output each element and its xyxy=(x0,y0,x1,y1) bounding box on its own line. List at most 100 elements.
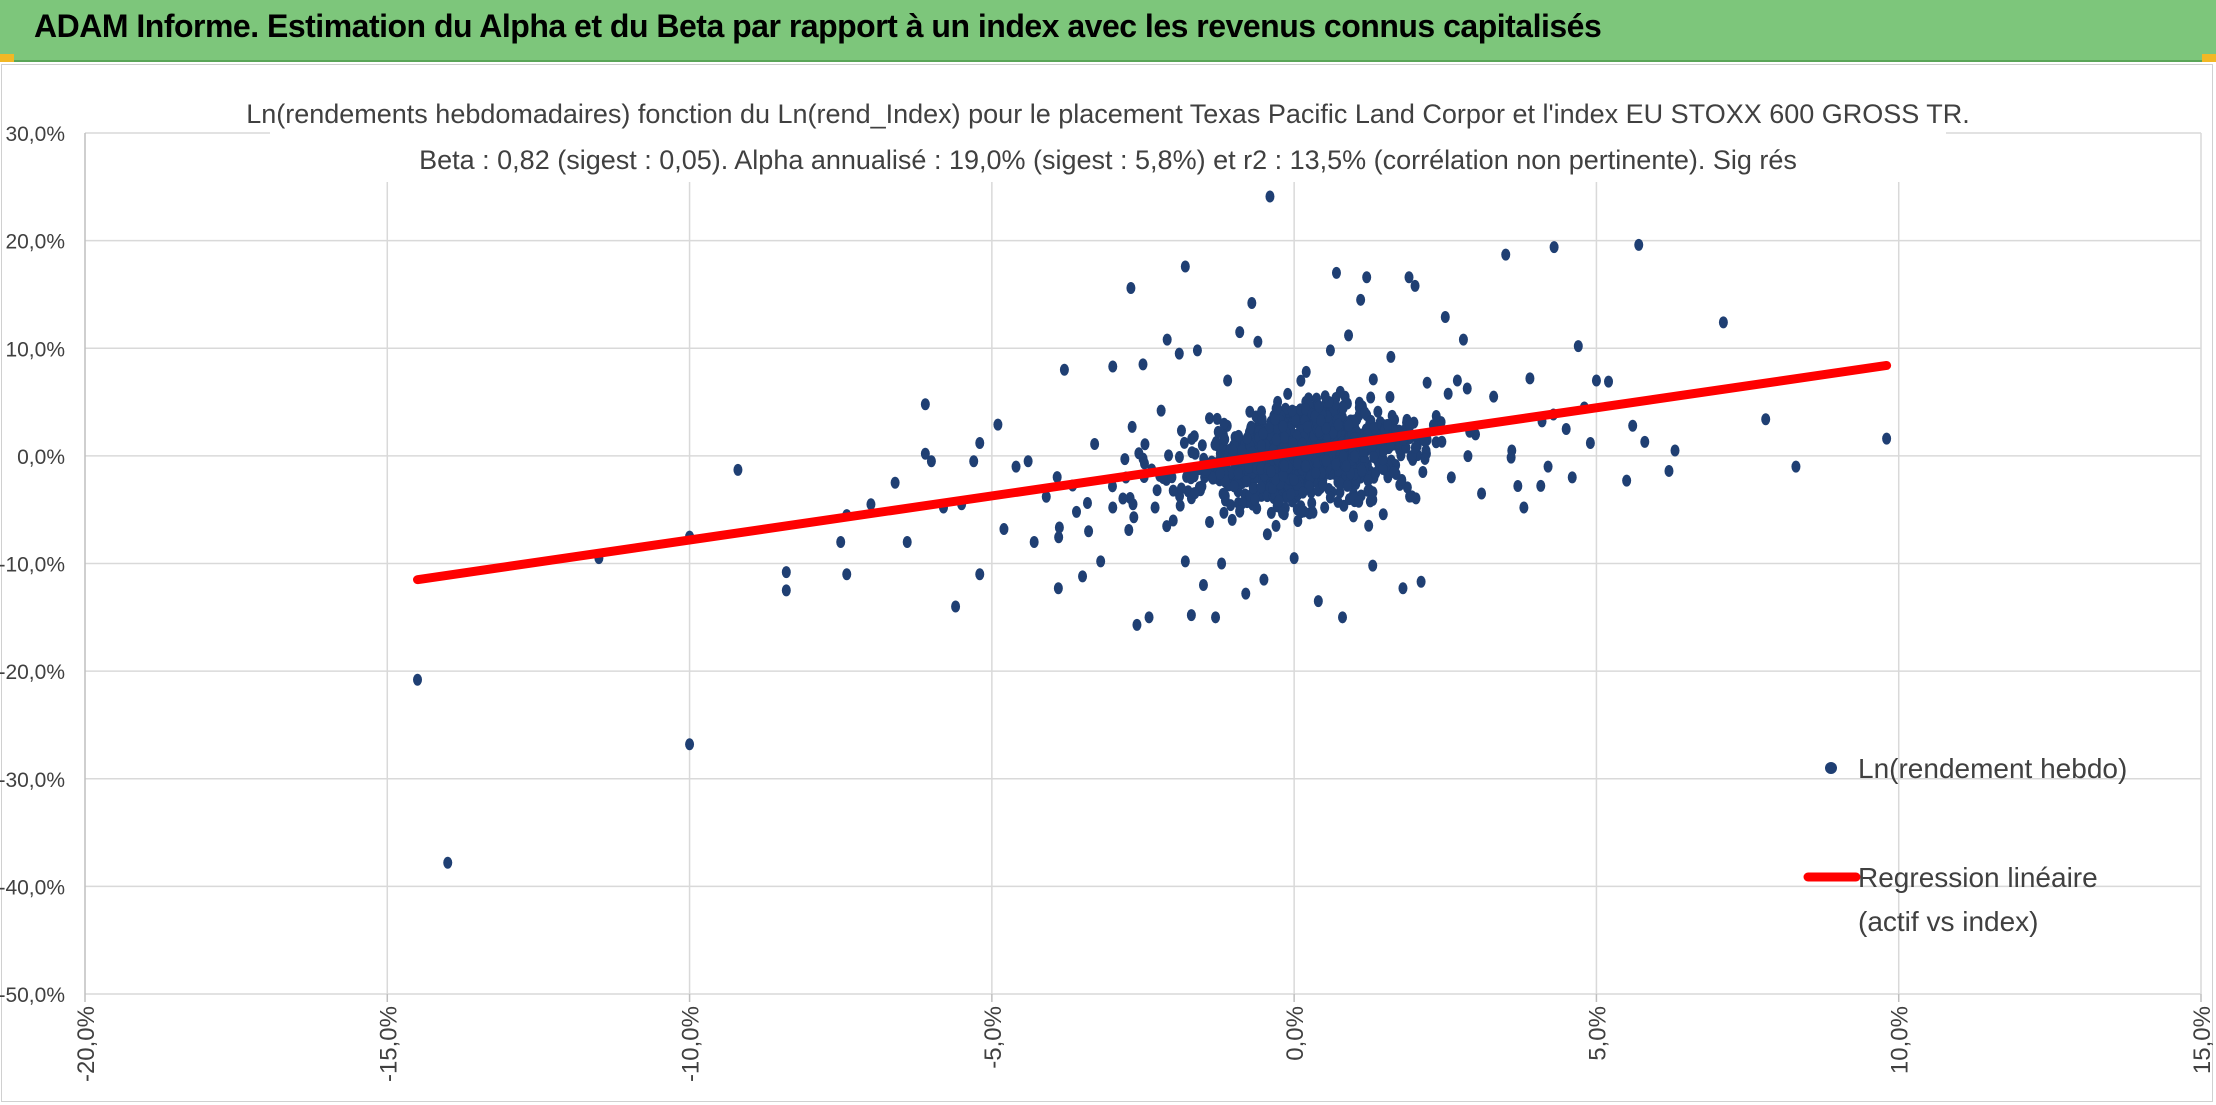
data-point-cloud xyxy=(1052,471,1062,484)
data-point xyxy=(920,398,930,411)
data-point-cloud xyxy=(1168,484,1178,497)
data-point xyxy=(920,447,930,460)
chart-subtitle: Beta : 0,82 (sigest : 0,05). Alpha annua… xyxy=(419,145,1797,175)
data-point xyxy=(1422,376,1432,389)
data-point-cloud xyxy=(1296,374,1306,387)
data-point xyxy=(1144,611,1154,624)
data-point xyxy=(890,476,900,489)
data-point-cloud xyxy=(1292,457,1302,470)
chart-title: Ln(rendements hebdomadaires) fonction du… xyxy=(246,99,1970,129)
data-point xyxy=(1078,570,1088,583)
data-point-cloud xyxy=(1256,439,1266,452)
data-point xyxy=(975,436,985,449)
data-point xyxy=(1622,474,1632,487)
data-point-cloud xyxy=(1320,390,1330,403)
data-point-cloud xyxy=(1320,501,1330,514)
data-point xyxy=(1132,618,1142,631)
data-point xyxy=(1628,419,1638,432)
data-point-cloud xyxy=(1237,444,1247,457)
data-point-cloud xyxy=(1175,499,1185,512)
data-point-cloud xyxy=(1437,435,1447,448)
data-point xyxy=(1410,279,1420,292)
data-point xyxy=(993,418,1003,431)
data-point xyxy=(1108,501,1118,514)
data-point xyxy=(1084,525,1094,538)
data-point-cloud xyxy=(1129,511,1139,524)
data-point-cloud xyxy=(1233,467,1243,480)
y-axis-ticks: 30,0% 20,0% 10,0% 0,0% -10,0% -20,0% -30,0% -40… xyxy=(0,123,65,1007)
data-point xyxy=(1356,293,1366,306)
data-point-cloud xyxy=(1262,528,1272,541)
data-point-cloud xyxy=(1213,425,1223,438)
data-point-cloud xyxy=(1279,431,1289,444)
y-tick-label: -40,0% xyxy=(0,876,65,899)
data-point xyxy=(1313,595,1323,608)
data-point-cloud xyxy=(1287,404,1297,417)
x-tick-label: 10,0% xyxy=(1887,1006,1914,1074)
data-point-cloud xyxy=(1420,452,1430,465)
data-point-cloud xyxy=(1082,497,1092,510)
data-point xyxy=(866,498,876,511)
data-point xyxy=(1452,374,1462,387)
data-point xyxy=(1180,260,1190,273)
data-point xyxy=(1059,363,1069,376)
x-tick-label: 15,0% xyxy=(2189,1006,2216,1074)
data-point-cloud xyxy=(1176,482,1186,495)
data-point xyxy=(1519,501,1529,514)
data-point-cloud xyxy=(1228,444,1238,457)
data-point xyxy=(1344,329,1354,342)
data-point-cloud xyxy=(1190,487,1200,500)
data-point-cloud xyxy=(1220,490,1230,503)
data-point-cloud xyxy=(1360,406,1370,419)
data-point xyxy=(1525,372,1535,385)
data-point-cloud xyxy=(1124,523,1134,536)
data-point xyxy=(1053,582,1063,595)
data-point xyxy=(1591,374,1601,387)
data-point-cloud xyxy=(1229,480,1239,493)
data-point xyxy=(1259,573,1269,586)
y-tick-label: -30,0% xyxy=(0,769,65,792)
data-point xyxy=(1108,360,1118,373)
data-point xyxy=(1289,552,1299,565)
data-point xyxy=(1458,333,1468,346)
data-point-cloud xyxy=(1304,480,1314,493)
data-point-cloud xyxy=(1333,418,1343,431)
data-point xyxy=(1416,575,1426,588)
data-point xyxy=(1791,460,1801,473)
data-point-cloud xyxy=(1321,422,1331,435)
data-point xyxy=(1205,412,1215,425)
data-point-cloud xyxy=(1189,470,1199,483)
data-point-cloud xyxy=(1338,450,1348,463)
data-point-cloud xyxy=(1431,410,1441,423)
data-point xyxy=(685,738,695,751)
data-point-cloud xyxy=(1354,495,1364,508)
data-point-cloud xyxy=(1379,444,1389,457)
legend-label-regression-line2: (actif vs index) xyxy=(1858,906,2039,937)
data-point-cloud xyxy=(1107,480,1117,493)
x-tick-label: 5,0% xyxy=(1584,1006,1611,1061)
data-point-cloud xyxy=(1364,519,1374,532)
data-point-cloud xyxy=(1405,419,1415,432)
regression-line xyxy=(413,360,1892,585)
data-point-cloud xyxy=(1256,481,1266,494)
data-point xyxy=(1761,413,1771,426)
data-point-cloud xyxy=(1054,531,1064,544)
data-point-cloud xyxy=(1235,505,1245,518)
data-point xyxy=(1156,404,1166,417)
data-point xyxy=(1096,555,1106,568)
data-point xyxy=(1362,271,1372,284)
data-point xyxy=(1186,609,1196,622)
data-point-cloud xyxy=(1318,478,1328,491)
title-background xyxy=(270,96,1946,182)
data-point-cloud xyxy=(1296,506,1306,519)
data-point-cloud xyxy=(1506,451,1516,464)
data-point-cloud xyxy=(1227,513,1237,526)
data-point-cloud xyxy=(1301,459,1311,472)
data-point-cloud xyxy=(1443,387,1453,400)
data-point xyxy=(1368,559,1378,572)
data-point xyxy=(1477,487,1487,500)
data-point-cloud xyxy=(1189,430,1199,443)
data-point-cloud xyxy=(1373,405,1383,418)
data-point-cloud xyxy=(1279,459,1289,472)
data-point-cloud xyxy=(1366,391,1376,404)
